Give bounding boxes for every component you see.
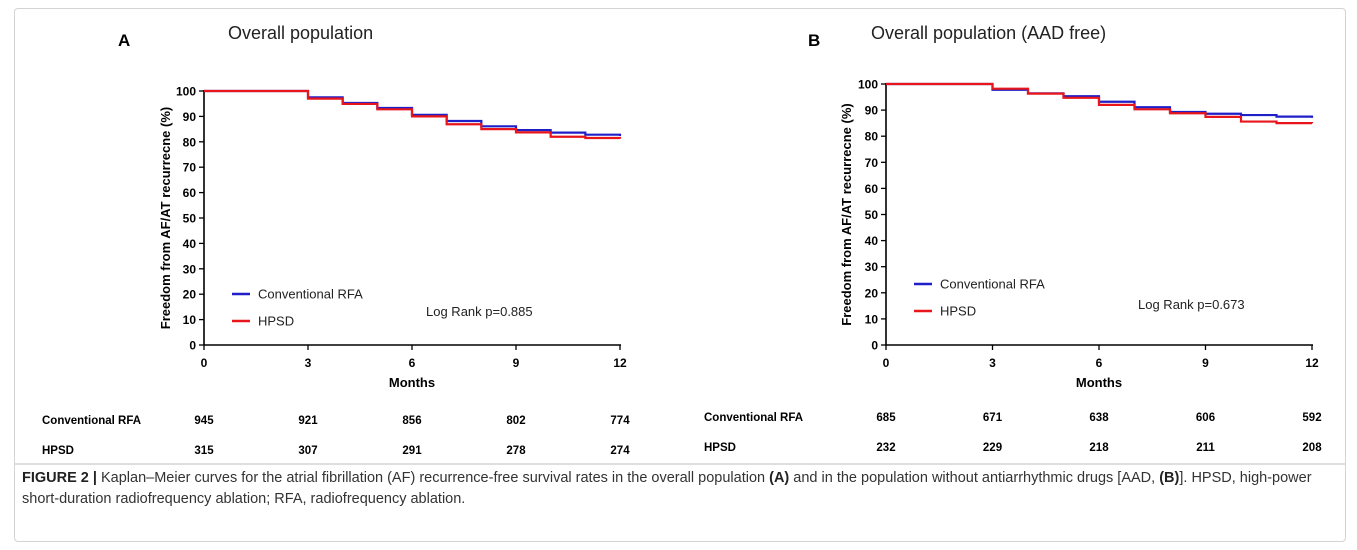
panel-a-risk-value: 291: [402, 445, 422, 457]
panel-a-x-axis-label: Months: [389, 375, 435, 390]
panel-a-risk-value: 921: [298, 415, 318, 427]
panel-a-y-tick-label: 50: [183, 212, 197, 226]
panel-a-letter: A: [118, 31, 130, 50]
panel-a-risk-row-label: HPSD: [42, 445, 74, 457]
panel-a-y-tick-label: 100: [176, 85, 196, 99]
panel-b-y-tick-label: 90: [865, 104, 879, 118]
panel-a-risk-value: 802: [506, 415, 525, 427]
panel-b-risk-value: 606: [1196, 412, 1215, 424]
figure-caption: FIGURE 2 | Kaplan–Meier curves for the a…: [22, 468, 1330, 510]
panel-b-risk-value: 229: [983, 442, 1002, 454]
panel-b-x-tick-label: 3: [989, 356, 996, 370]
panel-a-y-tick-label: 80: [183, 135, 197, 149]
panel-a-y-tick-label: 0: [189, 339, 196, 353]
panel-b-risk-value: 211: [1196, 442, 1215, 454]
panel-a-y-tick-label: 40: [183, 237, 197, 251]
panel-b-risk-value: 685: [876, 412, 896, 424]
panel-a-legend-label-conventional-rfa: Conventional RFA: [258, 287, 363, 302]
panel-a-y-axis-label: Freedom from AF/AT recurrecne (%): [158, 107, 173, 330]
panel-a-risk-value: 278: [506, 445, 526, 457]
panel-a-y-tick-label: 30: [183, 262, 197, 276]
panel-b-title: Overall population (AAD free): [871, 23, 1106, 43]
panel-b-y-tick-label: 20: [865, 286, 879, 300]
panel-a-y-tick-label: 10: [183, 313, 197, 327]
panel-a-x-tick-label: 6: [409, 356, 416, 370]
panel-a-y-tick-label: 60: [183, 186, 197, 200]
caption-text-3: ]. HPSD, high-power short-duration radio…: [22, 470, 1312, 507]
panel-b-y-tick-label: 10: [865, 312, 879, 326]
panel-b-risk-value: 232: [876, 442, 895, 454]
panel-a-risk-value: 945: [194, 415, 214, 427]
panel-a-risk-value: 315: [194, 445, 214, 457]
caption-label: FIGURE 2 |: [22, 470, 97, 486]
caption-ref-b: (B): [1159, 470, 1180, 486]
panel-b-risk-value: 208: [1302, 442, 1322, 454]
panel-a-risk-row-label: Conventional RFA: [42, 415, 141, 427]
figure-frame: [14, 8, 1346, 542]
panel-a-risk-value: 307: [298, 445, 317, 457]
panel-b-letter: B: [808, 31, 820, 50]
panel-a-y-tick-label: 20: [183, 288, 197, 302]
panel-b-x-tick-label: 12: [1305, 356, 1319, 370]
panel-b-risk-row-label: HPSD: [704, 442, 736, 454]
panel-b-y-tick-label: 70: [865, 156, 879, 170]
panel-b-risk-value: 592: [1302, 412, 1321, 424]
panel-a-x-tick-label: 3: [305, 356, 312, 370]
panel-b-y-tick-label: 60: [865, 182, 879, 196]
panel-a-risk-value: 274: [610, 445, 630, 457]
caption-text-2: and in the population without antiarrhyt…: [789, 470, 1160, 486]
panel-b-risk-value: 218: [1089, 442, 1109, 454]
panel-b-log-rank-annotation: Log Rank p=0.673: [1138, 297, 1245, 312]
panel-b-x-tick-label: 9: [1202, 356, 1209, 370]
panel-b-y-tick-label: 80: [865, 130, 879, 144]
panel-a-title: Overall population: [228, 23, 373, 43]
panel-b-legend-label-conventional-rfa: Conventional RFA: [940, 277, 1045, 292]
panel-a-risk-value: 856: [402, 415, 421, 427]
panel-a-series-hpsd-curve: [204, 89, 622, 140]
panel-a-log-rank-annotation: Log Rank p=0.885: [426, 304, 533, 319]
panel-b-series-hpsd-curve: [886, 82, 1314, 125]
caption-ref-a: (A): [769, 470, 790, 486]
panel-b-x-tick-label: 6: [1096, 356, 1103, 370]
panel-a-x-tick-label: 12: [613, 356, 627, 370]
panel-b-risk-value: 638: [1089, 412, 1109, 424]
panel-a-x-tick-label: 0: [201, 356, 208, 370]
panel-b-x-axis-label: Months: [1076, 375, 1122, 390]
panel-b-y-tick-label: 0: [871, 339, 878, 353]
panel-b-x-tick-label: 0: [883, 356, 890, 370]
panel-b-legend-label-hpsd: HPSD: [940, 304, 976, 319]
panel-a-legend-label-hpsd: HPSD: [258, 314, 294, 329]
panel-a-y-tick-label: 70: [183, 161, 197, 175]
panel-b-risk-value: 671: [983, 412, 1003, 424]
panel-a-risk-value: 774: [610, 415, 630, 427]
panel-b-y-tick-label: 100: [858, 78, 878, 92]
panel-b-y-tick-label: 40: [865, 234, 879, 248]
panel-b-y-tick-label: 50: [865, 208, 879, 222]
panel-b-y-axis-label: Freedom from AF/AT recurrecne (%): [839, 103, 854, 326]
panel-a-y-tick-label: 90: [183, 110, 197, 124]
panel-a-x-tick-label: 9: [513, 356, 520, 370]
panel-b-y-tick-label: 30: [865, 260, 879, 274]
caption-text-1: Kaplan–Meier curves for the atrial fibri…: [96, 470, 770, 486]
panel-b-risk-row-label: Conventional RFA: [704, 412, 803, 424]
